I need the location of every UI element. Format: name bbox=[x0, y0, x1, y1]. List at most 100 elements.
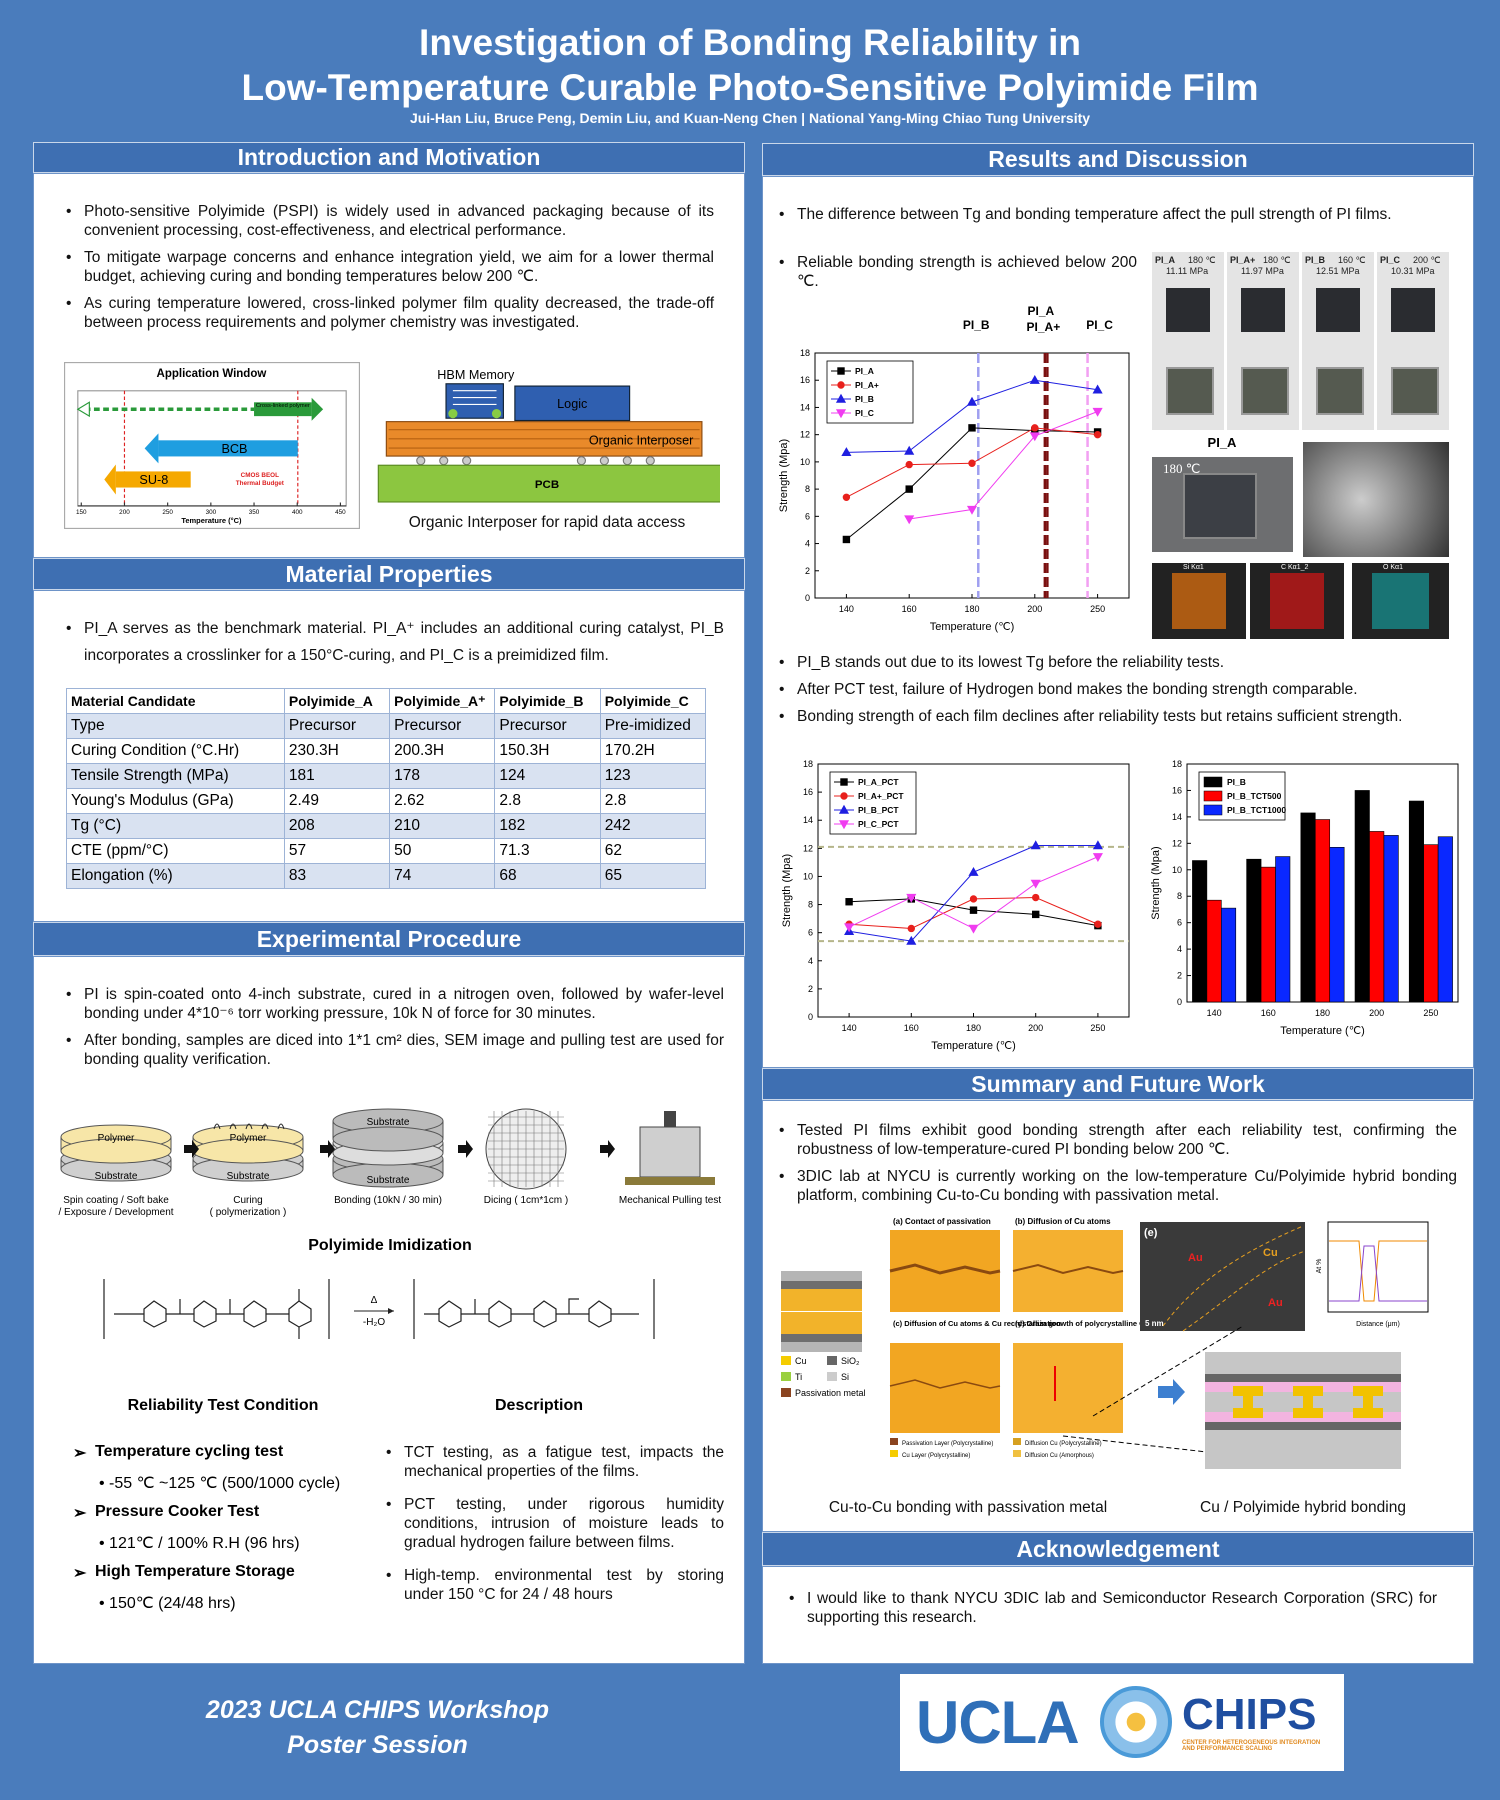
bar bbox=[1300, 812, 1316, 1003]
table-cell: 2.8 bbox=[599, 788, 707, 814]
table-cell: 150.3H bbox=[494, 738, 601, 764]
test-name: ➢ High Temperature Storage bbox=[73, 1563, 373, 1593]
cap: Cu-to-Cu bonding with passivation metal bbox=[828, 1499, 1108, 1516]
bond-sample bbox=[1316, 288, 1360, 332]
legend-label: PI_B bbox=[855, 394, 874, 404]
table-cell: 68 bbox=[494, 863, 601, 889]
point bbox=[968, 924, 979, 934]
point bbox=[969, 906, 978, 914]
table-cell: Elongation (%) bbox=[66, 863, 285, 889]
polygon bbox=[193, 1300, 217, 1328]
sample-photo: PI_B 160 ℃ 12.51 MPa bbox=[1302, 252, 1374, 430]
arrow-marker: ➢ bbox=[73, 1445, 87, 1462]
bar bbox=[1408, 800, 1424, 1003]
test-condition: • 121℃ / 100% R.H (96 hrs) bbox=[99, 1535, 300, 1552]
path bbox=[1012, 1263, 1124, 1275]
abs: 0 2 4 6 8 10 12 14 16 18 140 160 180 200 250 Temperatur… bbox=[1150, 759, 1459, 1037]
panel: Photo-sensitive Polyimide (PSPI) is wide… bbox=[33, 173, 745, 558]
y-tick-label: 0 bbox=[808, 1012, 813, 1022]
curl bbox=[277, 1123, 285, 1130]
table-cell: 230.3H bbox=[283, 738, 391, 764]
rect bbox=[781, 1271, 862, 1281]
photo-strength: 11.97 MPa bbox=[1241, 266, 1284, 276]
ptxt: Si Kα1 bbox=[1183, 564, 1204, 571]
x-axis-label: Temperature (℃) bbox=[930, 621, 1015, 633]
polygon bbox=[288, 1300, 312, 1328]
y-tick-label: 4 bbox=[1177, 944, 1182, 954]
text: Passivation Layer (Polycrystalline) bbox=[902, 1441, 993, 1447]
text: HBM Memory bbox=[437, 370, 515, 382]
bar bbox=[1437, 836, 1453, 1003]
y-tick-label: 2 bbox=[808, 984, 813, 994]
rect bbox=[1353, 1386, 1383, 1396]
text: (c) Diffusion of Cu atoms & Cu recrystal… bbox=[893, 1319, 1061, 1328]
fracture-surface bbox=[1391, 367, 1439, 415]
x-tick-label: 250 bbox=[1090, 1023, 1105, 1033]
text: Passivation metal bbox=[795, 1388, 866, 1398]
point bbox=[904, 445, 915, 455]
step-label: ( polymerization ) bbox=[210, 1207, 287, 1218]
rect bbox=[781, 1312, 862, 1334]
test-name-text: Temperature cycling test bbox=[95, 1443, 284, 1460]
div bbox=[1270, 573, 1324, 629]
point bbox=[838, 820, 850, 830]
x-tick-label: 250 bbox=[1423, 1008, 1438, 1018]
abs: Poster Session bbox=[287, 1731, 468, 1759]
ptxt: C Kα1_2 bbox=[1281, 564, 1309, 571]
rect bbox=[1233, 1408, 1263, 1418]
curl bbox=[213, 1123, 221, 1130]
text: At % bbox=[1316, 1259, 1323, 1274]
legend-swatch bbox=[1203, 804, 1223, 816]
authors: Jui-Han Liu, Bruce Peng, Demin Liu, and … bbox=[409, 110, 1091, 126]
tg-label: PI_C bbox=[1086, 318, 1113, 332]
path bbox=[114, 1289, 300, 1339]
x-tick-label: 400 bbox=[292, 509, 303, 516]
y-tick-label: 4 bbox=[805, 539, 810, 549]
y-tick-label: 18 bbox=[803, 759, 813, 769]
text: Si bbox=[841, 1372, 849, 1382]
polygon bbox=[388, 1308, 394, 1314]
x-tick-label: 160 bbox=[902, 604, 917, 614]
point bbox=[835, 409, 847, 419]
li: Reliable bonding strength is achieved be… bbox=[777, 253, 1137, 291]
y-tick-label: 12 bbox=[800, 430, 810, 440]
y-axis-label: Strength (Mpa) bbox=[781, 854, 793, 927]
y-tick-label: 12 bbox=[803, 843, 813, 853]
circle bbox=[622, 456, 632, 466]
step-label: Spin coating / Soft bake bbox=[63, 1195, 169, 1206]
text: Cu bbox=[1263, 1247, 1278, 1259]
rect bbox=[1013, 1438, 1021, 1445]
rect bbox=[781, 1356, 791, 1365]
div bbox=[1372, 573, 1429, 629]
y-tick-label: 16 bbox=[1172, 785, 1182, 795]
panel: Tested PI films exhibit good bonding str… bbox=[762, 1100, 1474, 1532]
point bbox=[1030, 840, 1041, 850]
layer-label: Substrate bbox=[367, 1175, 410, 1186]
rect bbox=[890, 1343, 1000, 1433]
legend-label: PI_A+ bbox=[855, 380, 879, 390]
li: I would like to thank NYCU 3DIC lab and … bbox=[787, 1589, 1437, 1627]
y-tick-label: 0 bbox=[805, 593, 810, 603]
sec-head: Acknowledgement bbox=[762, 1532, 1474, 1566]
rect bbox=[1243, 1396, 1253, 1408]
g bbox=[1233, 1386, 1383, 1418]
rect bbox=[115, 471, 191, 488]
table-cell: 124 bbox=[494, 763, 601, 789]
table-cell: 170.2H bbox=[599, 738, 707, 764]
abs bbox=[1250, 563, 1344, 639]
x-tick-label: 140 bbox=[842, 1023, 857, 1033]
point bbox=[966, 396, 978, 406]
photo-label: PI_A bbox=[1155, 255, 1176, 265]
point bbox=[968, 459, 976, 467]
rect bbox=[781, 1388, 791, 1397]
table-cell: 2.62 bbox=[389, 788, 496, 814]
text: (a) Contact of passivation bbox=[893, 1217, 991, 1226]
ptxt: O Kα1 bbox=[1383, 564, 1403, 571]
path bbox=[1182, 1250, 1306, 1332]
photo-label: PI_B bbox=[1305, 255, 1326, 265]
table-row: Type Precursor Precursor Precursor Pre-imidi… bbox=[66, 713, 707, 739]
bul: Reliable bonding strength is achieved be… bbox=[777, 253, 1137, 299]
legend-swatch bbox=[1203, 776, 1223, 788]
y-tick-label: 16 bbox=[800, 375, 810, 385]
table-cell: Precursor bbox=[494, 713, 601, 739]
